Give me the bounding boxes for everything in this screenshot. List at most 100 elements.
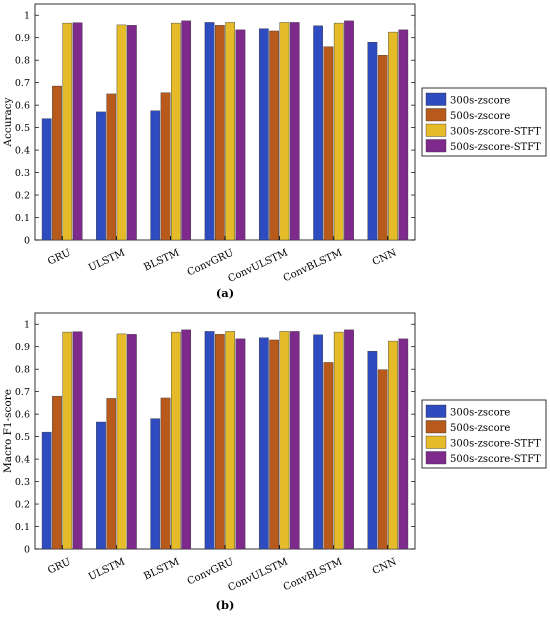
legend-swatch-300s-zscore-STFT bbox=[425, 123, 447, 137]
legend: 300s-zscore 500s-zscore 300s-zscore-STFT 50… bbox=[421, 87, 547, 157]
x-tick-label: ULSTM bbox=[87, 557, 127, 583]
x-tick-label: CNN bbox=[371, 247, 399, 268]
bar-300s-zscore-STFT-CNN bbox=[388, 31, 398, 241]
bar-500s-zscore-BLSTM bbox=[160, 397, 171, 550]
legend-label: 300s-zscore-STFT bbox=[450, 127, 541, 138]
y-tick-label: 0.1 bbox=[15, 213, 30, 224]
plot-frame bbox=[34, 3, 416, 241]
legend-swatch-500s-zscore-STFT bbox=[425, 451, 447, 465]
y-tick-label: 0.9 bbox=[15, 342, 30, 353]
y-tick-label: 0 bbox=[24, 236, 30, 247]
y-axis-label: Macro F1-score bbox=[2, 389, 14, 473]
y-tick-label: 0 bbox=[24, 545, 30, 556]
y-tick-label: 0.6 bbox=[15, 410, 30, 421]
x-tick-label: GRU bbox=[46, 557, 72, 577]
legend-label: 500s-zscore bbox=[450, 111, 510, 122]
bar-500s-zscore-ConvULSTM bbox=[269, 30, 279, 241]
bar-500s-zscore-ConvBLSTM bbox=[323, 362, 334, 550]
bar-500s-zscore-STFT-ConvGRU bbox=[235, 338, 246, 550]
bar-300s-zscore-BLSTM bbox=[150, 110, 161, 241]
legend-label: 300s-zscore bbox=[450, 96, 510, 107]
bar-500s-zscore-STFT-BLSTM bbox=[181, 329, 192, 550]
bar-300s-zscore-STFT-ULSTM bbox=[116, 333, 127, 550]
bar-500s-zscore-STFT-ULSTM bbox=[127, 334, 137, 550]
bar-500s-zscore-ConvGRU bbox=[214, 334, 225, 550]
y-tick-label: 0.7 bbox=[15, 78, 30, 89]
x-tick-label: BLSTM bbox=[142, 248, 181, 274]
legend-label: 300s-zscore-STFT bbox=[450, 439, 541, 450]
bar-300s-zscore-ConvBLSTM bbox=[313, 25, 323, 241]
legend-swatch-500s-zscore bbox=[425, 108, 447, 122]
y-tick-label: 0.5 bbox=[15, 123, 30, 134]
bar-500s-zscore-STFT-CNN bbox=[398, 29, 409, 241]
bar-500s-zscore-ULSTM bbox=[106, 93, 117, 241]
y-tick-label: 0.7 bbox=[15, 387, 30, 398]
x-tick-label: CNN bbox=[371, 556, 399, 577]
bar-300s-zscore-GRU bbox=[41, 118, 52, 241]
x-tick-label: BLSTM bbox=[142, 557, 181, 583]
bar-500s-zscore-ULSTM bbox=[106, 398, 117, 550]
y-tick-label: 0.8 bbox=[15, 365, 30, 376]
y-tick-label: 0.6 bbox=[15, 101, 30, 112]
plot-frame bbox=[34, 312, 416, 550]
bar-500s-zscore-BLSTM bbox=[160, 92, 171, 241]
bar-500s-zscore-CNN bbox=[377, 369, 388, 550]
bar-300s-zscore-ConvGRU bbox=[204, 22, 215, 241]
bar-500s-zscore-CNN bbox=[377, 55, 388, 241]
legend-label: 300s-zscore bbox=[450, 408, 510, 419]
y-tick-label: 0.3 bbox=[15, 477, 30, 488]
bar-300s-zscore-ULSTM bbox=[96, 111, 106, 241]
bar-300s-zscore-STFT-ConvGRU bbox=[225, 331, 236, 550]
bar-300s-zscore-STFT-BLSTM bbox=[171, 331, 181, 550]
bar-300s-zscore-GRU bbox=[41, 431, 52, 550]
legend-swatch-300s-zscore-STFT bbox=[425, 435, 447, 449]
x-tick-label: GRU bbox=[46, 248, 72, 268]
bar-300s-zscore-ConvBLSTM bbox=[313, 334, 323, 550]
bar-300s-zscore-STFT-ConvULSTM bbox=[279, 331, 290, 550]
panel-caption: (a) bbox=[216, 286, 234, 300]
bar-300s-zscore-STFT-GRU bbox=[62, 331, 73, 550]
bar-300s-zscore-ConvULSTM bbox=[258, 28, 269, 241]
y-tick-label: 1 bbox=[24, 320, 30, 331]
x-tick-label: ConvULSTM bbox=[227, 248, 290, 285]
legend-label: 500s-zscore-STFT bbox=[450, 454, 541, 465]
y-tick-label: 0.8 bbox=[15, 56, 30, 67]
legend-swatch-500s-zscore-STFT bbox=[425, 139, 447, 153]
bar-500s-zscore-ConvGRU bbox=[214, 25, 225, 241]
legend-swatch-300s-zscore bbox=[425, 92, 447, 106]
bar-300s-zscore-STFT-ConvBLSTM bbox=[333, 22, 344, 241]
legend-swatch-300s-zscore bbox=[425, 404, 447, 418]
bar-500s-zscore-STFT-ULSTM bbox=[127, 25, 137, 241]
chart-panel-1: 0 0.1 0.2 0.3 0.4 0.5 0.6 0.7 0.8 0.9 1 Accuracy GRU… bbox=[2, 3, 547, 300]
bar-300s-zscore-CNN bbox=[367, 351, 378, 550]
bar-500s-zscore-STFT-ConvULSTM bbox=[289, 331, 300, 550]
y-tick-label: 0.2 bbox=[15, 500, 30, 511]
bar-300s-zscore-STFT-ULSTM bbox=[116, 24, 127, 241]
bar-500s-zscore-STFT-ConvGRU bbox=[235, 29, 246, 241]
bar-300s-zscore-ConvULSTM bbox=[258, 337, 269, 550]
y-tick-label: 0.9 bbox=[15, 33, 30, 44]
bar-500s-zscore-ConvBLSTM bbox=[323, 46, 334, 241]
legend-label: 500s-zscore-STFT bbox=[450, 142, 541, 153]
x-tick-label: ConvBLSTM bbox=[282, 557, 344, 594]
chart-panel-2: 0 0.1 0.2 0.3 0.4 0.5 0.6 0.7 0.8 0.9 1 Macro F1-sc… bbox=[2, 312, 547, 612]
y-axis-label: Accuracy bbox=[2, 97, 14, 147]
bar-300s-zscore-STFT-ConvBLSTM bbox=[333, 331, 344, 550]
bar-500s-zscore-GRU bbox=[52, 85, 62, 241]
bar-300s-zscore-BLSTM bbox=[150, 418, 161, 550]
bar-500s-zscore-STFT-ConvBLSTM bbox=[344, 329, 354, 550]
y-tick-label: 0.1 bbox=[15, 522, 30, 533]
bar-300s-zscore-ULSTM bbox=[96, 421, 106, 550]
y-tick-label: 0.4 bbox=[15, 146, 30, 157]
bar-300s-zscore-STFT-BLSTM bbox=[171, 22, 181, 241]
bar-300s-zscore-STFT-GRU bbox=[62, 22, 73, 241]
bar-500s-zscore-STFT-GRU bbox=[72, 331, 83, 550]
bar-300s-zscore-STFT-ConvULSTM bbox=[279, 22, 290, 241]
y-tick-label: 0.3 bbox=[15, 168, 30, 179]
bar-500s-zscore-STFT-GRU bbox=[72, 22, 83, 241]
y-tick-label: 0.4 bbox=[15, 455, 30, 466]
bar-300s-zscore-STFT-CNN bbox=[388, 340, 398, 550]
bar-500s-zscore-GRU bbox=[52, 395, 62, 550]
y-tick-label: 0.2 bbox=[15, 191, 30, 202]
